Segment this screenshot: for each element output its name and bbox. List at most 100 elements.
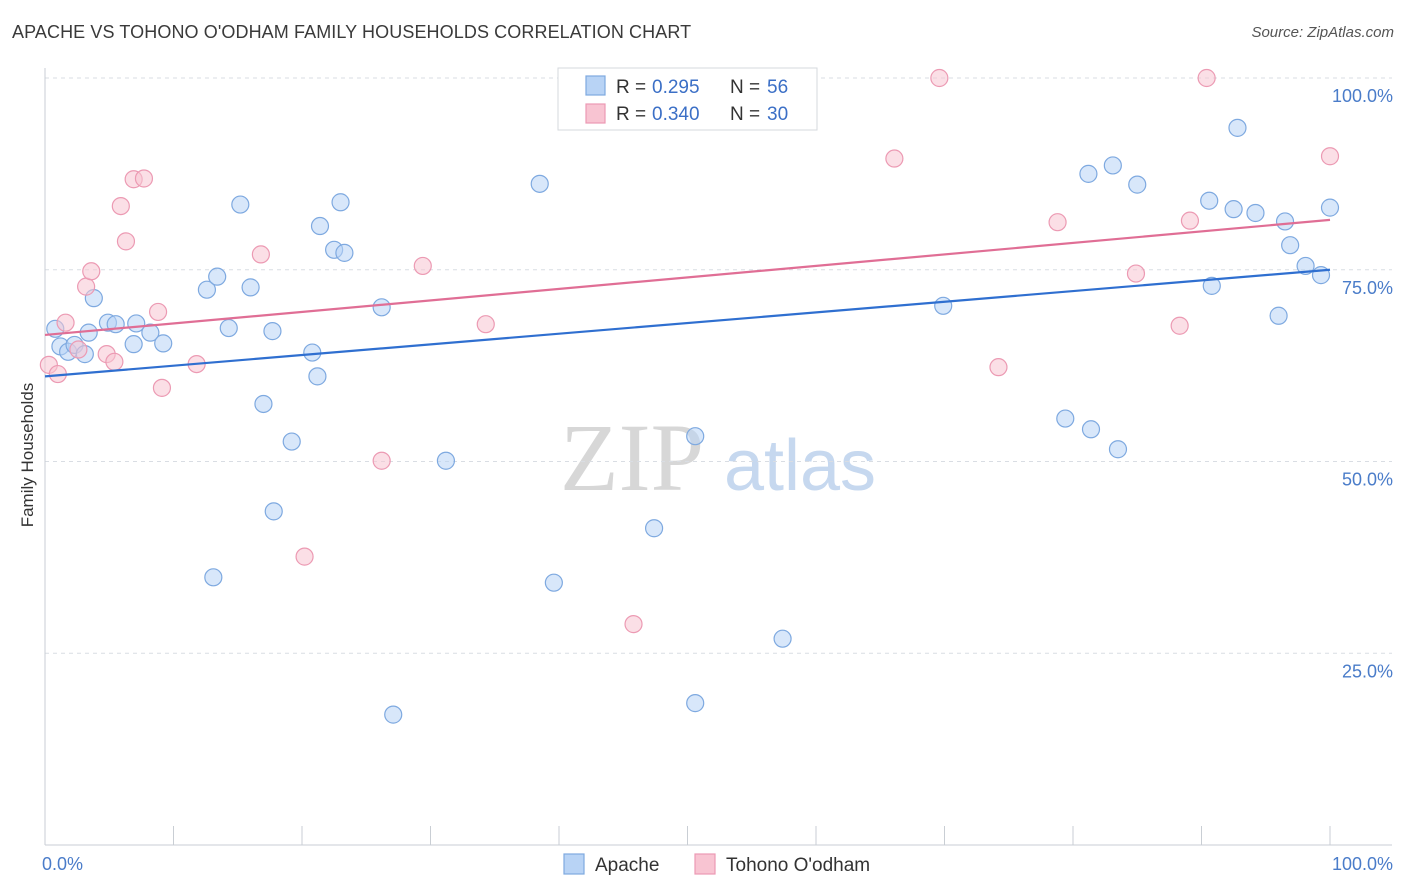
apache-point-25 [282,432,301,451]
apache-point-36 [934,296,953,315]
apache-point-31 [544,573,563,592]
apache-point-24 [254,394,273,414]
apache-point-21 [372,298,391,317]
y-axis-label: Family Households [18,383,37,528]
tohono-trend-line [44,218,1331,337]
apache-point-43 [1200,191,1219,210]
legend-r-value-apache: 0.295 [652,77,700,98]
legend-r-value-tohono: 0.340 [652,104,700,125]
tohono-point-21 [885,149,904,168]
apache-point-10 [154,334,173,353]
apache-point-17 [310,216,330,236]
y-tick-label-0: 25.0% [1342,661,1393,681]
apache-point-34 [686,694,705,713]
tohono-point-9 [116,232,136,251]
tohono-point-3 [69,340,88,359]
apache-point-29 [436,451,456,470]
apache-points [46,118,1340,724]
apache-point-22 [303,343,322,362]
apache-point-40 [1079,164,1098,183]
tohono-point-28 [1197,68,1216,88]
tohono-point-24 [1048,213,1067,232]
apache-point-30 [530,174,549,193]
bottom-legend-swatch-apache [563,853,585,875]
y-tick-label-3: 100.0% [1332,86,1393,106]
tohono-points [39,68,1340,634]
legend-n-value-tohono: 30 [767,104,788,125]
tohono-point-7 [105,352,124,371]
y-tick-labels: 25.0% 50.0% 75.0% 100.0% [1332,86,1393,681]
watermark-atlas: atlas [724,426,876,506]
tohono-point-15 [251,245,270,264]
apache-point-47 [1281,236,1300,255]
apache-point-19 [331,193,350,212]
tohono-point-23 [989,358,1008,377]
tohono-point-22 [930,68,949,88]
tohono-point-13 [152,378,172,397]
trend-lines [44,218,1331,378]
apache-point-13 [208,267,227,286]
grid-lines [45,77,1392,654]
apache-point-41 [1103,156,1122,175]
apache-trend-line [44,268,1331,378]
apache-point-53 [1320,198,1340,217]
y-tick-label-1: 50.0% [1342,470,1393,490]
apache-point-26 [204,568,223,587]
source-credit: Source: ZipAtlas.com [1251,24,1394,41]
bottom-legend-label-apache: Apache [595,855,659,876]
tohono-point-17 [372,451,391,470]
legend-r-label-apache: R = [616,77,646,98]
bottom-legend-label-tohono: Tohono O'odham [726,855,870,876]
apache-point-44 [1224,200,1243,219]
watermark-zip: ZIP [560,404,704,511]
apache-point-9 [141,323,160,342]
tohono-point-20 [624,615,643,634]
tohono-point-12 [148,302,168,322]
legend-n-value-apache: 56 [767,77,788,98]
axes [44,68,1392,846]
apache-point-45 [1246,203,1265,223]
apache-point-39 [1108,440,1128,459]
apache-point-23 [308,367,327,386]
apache-point-49 [1228,118,1247,137]
apache-point-12 [219,318,238,338]
x-tick-label-1: 100.0% [1332,854,1393,874]
apache-point-42 [1128,175,1147,194]
tohono-point-4 [77,277,96,296]
tohono-point-8 [111,196,130,216]
legend-n-label-apache: N = [730,77,760,98]
tohono-point-25 [1126,264,1146,283]
tohono-point-27 [1180,211,1200,230]
tohono-point-16 [295,547,314,566]
x-tick-label-0: 0.0% [42,854,83,874]
apache-point-16 [231,195,250,214]
tohono-point-18 [413,256,432,276]
apache-point-48 [1296,256,1315,276]
legend-swatch-tohono [585,103,606,124]
apache-point-35 [773,629,792,648]
legend-swatch-apache [585,75,606,96]
y-tick-label-2: 75.0% [1342,278,1393,298]
apache-point-32 [644,519,664,538]
legend-r-label-tohono: R = [616,104,646,125]
tohono-point-19 [476,315,495,334]
apache-point-37 [1056,409,1075,428]
series-legend: Apache Tohono O'odham [563,853,870,876]
apache-point-55 [124,335,143,354]
apache-point-11 [197,280,217,299]
tohono-point-2 [56,313,75,332]
apache-point-33 [686,427,705,446]
apache-point-51 [1269,306,1288,325]
legend-n-label-tohono: N = [730,104,760,125]
tohono-point-11 [134,169,154,188]
apache-point-14 [241,278,260,297]
apache-point-50 [1202,276,1221,295]
apache-point-20 [335,243,354,262]
tohono-point-5 [82,262,101,281]
chart-title: APACHE VS TOHONO O'ODHAM FAMILY HOUSEHOL… [12,22,692,42]
stats-legend: R = 0.295 N = 56 R = 0.340 N = 30 [557,67,818,131]
tohono-point-26 [1170,316,1189,335]
apache-point-28 [384,705,403,724]
apache-point-27 [264,502,283,521]
